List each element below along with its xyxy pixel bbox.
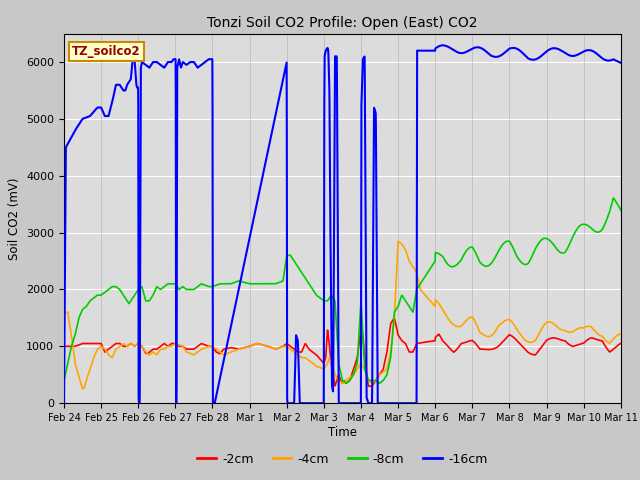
Y-axis label: Soil CO2 (mV): Soil CO2 (mV) (8, 177, 20, 260)
Text: TZ_soilco2: TZ_soilco2 (72, 45, 141, 58)
Legend: -2cm, -4cm, -8cm, -16cm: -2cm, -4cm, -8cm, -16cm (192, 448, 493, 471)
X-axis label: Time: Time (328, 426, 357, 439)
Title: Tonzi Soil CO2 Profile: Open (East) CO2: Tonzi Soil CO2 Profile: Open (East) CO2 (207, 16, 477, 30)
